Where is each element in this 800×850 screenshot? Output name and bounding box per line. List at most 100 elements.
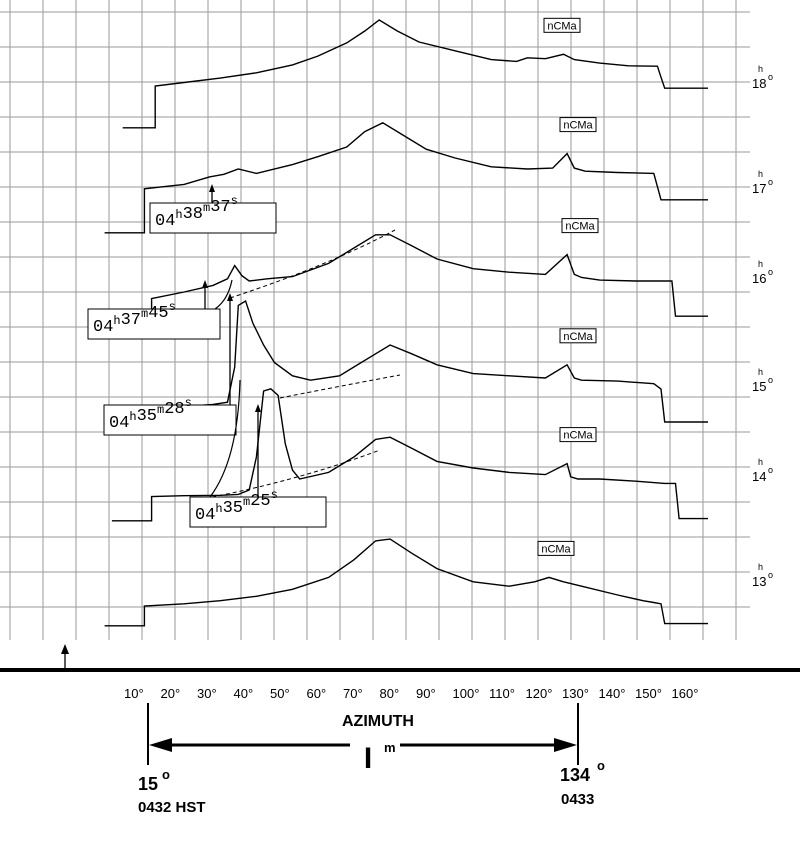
star-marker-label: nCMa [541, 543, 571, 555]
trace-elevation-label: 16 [752, 271, 766, 286]
chart-grid [0, 0, 750, 640]
arrow-up-icon [209, 184, 215, 192]
time-value: 45 [148, 304, 168, 323]
x-tick-label: 60° [307, 686, 327, 701]
x-tick-label: 90° [416, 686, 436, 701]
time-unit-sup: h [175, 208, 182, 222]
trace-elevation-label: 14 [752, 469, 766, 484]
trace-hour-label: h [758, 169, 763, 179]
time-value: 35 [223, 499, 243, 518]
x-tick-label: 30° [197, 686, 217, 701]
time-unit-sup: h [113, 314, 120, 328]
scan-extent-marker: I m [147, 703, 579, 775]
annotation-pointer-curve [209, 379, 241, 498]
time-annotation-box [149, 202, 277, 234]
scan-end-time: 0433 [561, 791, 594, 808]
scan-duration-label: I [364, 742, 372, 775]
trace-hour-label: h [758, 64, 763, 74]
time-annotation-text: 04h38m37s [155, 194, 238, 231]
trace-dashed-connector [211, 449, 381, 498]
x-tick-label: 10° [124, 686, 144, 701]
trace-series-14 [111, 388, 708, 522]
time-unit-sup: m [203, 201, 210, 215]
trace-series-group [104, 19, 708, 627]
trace-degree-label: o [768, 465, 773, 475]
trace-hour-label: h [758, 457, 763, 467]
scan-duration-unit: m [384, 740, 396, 755]
trace-hour-label: h [758, 562, 763, 572]
x-axis-ticks: 10° 20° 30° 40° 50° 60° 70° 80° 90° 100° 110° 120° 1… [124, 686, 698, 701]
time-unit-sup: h [215, 502, 222, 516]
star-marker-label: nCMa [565, 221, 595, 233]
time-value: 37 [210, 198, 230, 217]
time-value: 04 [93, 318, 113, 337]
time-unit-sup: m [157, 403, 164, 417]
star-marker-label: nCMa [547, 20, 577, 32]
trace-series-18 [122, 19, 708, 129]
x-tick-label: 40° [234, 686, 254, 701]
time-value: 04 [109, 414, 129, 433]
time-value: 04 [155, 212, 175, 231]
time-unit-sup: s [271, 488, 278, 502]
arrow-up-icon [255, 404, 261, 412]
time-value: 28 [164, 400, 184, 419]
trace-degree-label: o [768, 177, 773, 187]
time-annotation-text: 04h35m28s [109, 396, 192, 433]
star-marker-box [543, 17, 581, 33]
x-tick-label: 160° [672, 686, 699, 701]
x-tick-label: 150° [635, 686, 662, 701]
x-tick-label: 110° [489, 686, 515, 701]
arrow-up-icon [227, 293, 233, 301]
arrow-up-icon [202, 280, 208, 288]
arrow-right-icon [554, 738, 577, 752]
x-tick-label: 70° [343, 686, 363, 701]
scan-start-time: 0432 HST [138, 799, 206, 816]
trace-degree-label: o [768, 72, 773, 82]
trace-series-15 [111, 299, 708, 432]
trace-series-13 [104, 538, 708, 627]
trace-dashed-connector [229, 229, 396, 299]
x-tick-label: 120° [526, 686, 553, 701]
scan-end-azimuth-deg: o [597, 758, 605, 773]
scan-start-azimuth: 15 [138, 774, 158, 794]
time-unit-sup: h [129, 410, 136, 424]
trace-elevation-label: 13 [752, 574, 766, 589]
time-unit-sup: s [231, 194, 238, 208]
time-value: 37 [121, 311, 141, 330]
trace-hour-label: h [758, 367, 763, 377]
star-marker-label: nCMa [563, 430, 593, 442]
x-tick-label: 80° [380, 686, 400, 701]
time-unit-sup: m [141, 307, 148, 321]
scan-end-azimuth: 134 [560, 765, 590, 785]
start-arrow-icon [61, 644, 69, 668]
trace-elevation-label: 18 [752, 76, 766, 91]
x-tick-label: 50° [270, 686, 290, 701]
scan-start-azimuth-deg: o [162, 767, 170, 782]
star-marker-box [559, 427, 597, 443]
trace-series-17 [104, 122, 708, 234]
time-annotation-box [103, 404, 237, 436]
time-value: 35 [137, 407, 157, 426]
time-unit-sup: m [243, 495, 250, 509]
trace-hour-label: h [758, 259, 763, 269]
time-annotation-box [189, 496, 327, 528]
star-marker-label: nCMa [563, 120, 593, 132]
star-marker-box [559, 117, 597, 133]
x-tick-label: 20° [161, 686, 181, 701]
trace-series-16 [111, 234, 708, 324]
star-marker-box [559, 328, 597, 344]
trace-elevation-label: 15 [752, 379, 766, 394]
x-tick-label: 140° [599, 686, 626, 701]
time-annotation-text: 04h37m45s [93, 300, 176, 337]
trace-elevation-label: 17 [752, 181, 766, 196]
time-annotation-text: 04h35m25s [195, 488, 278, 525]
trace-dashed-connector [279, 374, 401, 399]
arrow-left-icon [149, 738, 172, 752]
star-marker-label: nCMa [563, 331, 593, 343]
star-marker-box [561, 218, 599, 234]
x-axis-title: AZIMUTH [342, 713, 414, 730]
x-tick-label: 100° [453, 686, 480, 701]
trace-degree-label: o [768, 570, 773, 580]
